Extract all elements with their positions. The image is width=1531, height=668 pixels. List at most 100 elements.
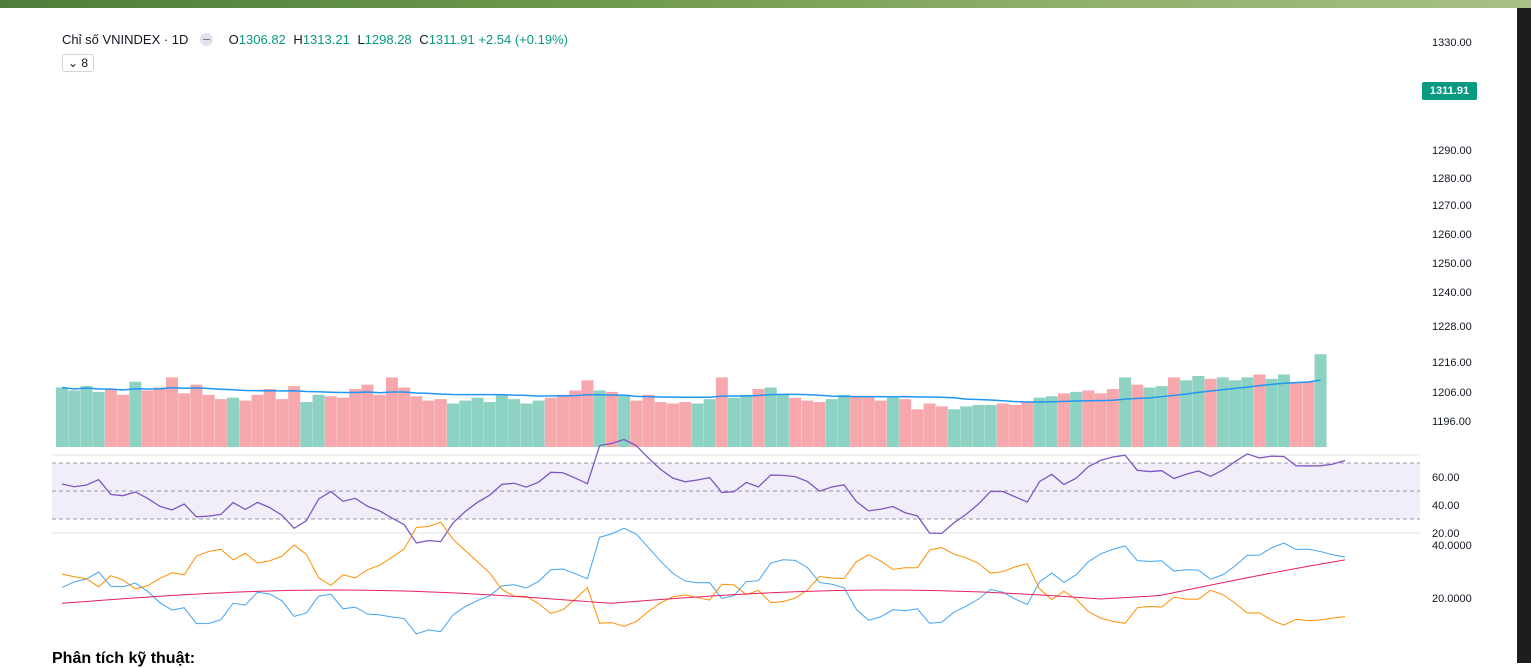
volume-bar	[1070, 391, 1083, 447]
volume-ma-line	[61, 379, 1321, 403]
volume-bar	[1009, 404, 1022, 447]
volume-bar	[1216, 377, 1229, 447]
volume-bar	[776, 394, 789, 447]
volume-bar	[202, 394, 215, 447]
volume-bar	[153, 387, 166, 447]
volume-bar	[825, 399, 838, 447]
volume-bar	[1314, 354, 1327, 447]
price-axis-tick: 1330.00	[1432, 37, 1472, 49]
volume-bar	[1180, 380, 1193, 447]
volume-bar	[1241, 377, 1254, 447]
di-minus-line	[61, 521, 1346, 627]
indicator-count: 8	[81, 56, 89, 70]
volume-bar	[361, 384, 374, 447]
hide-legend-icon[interactable]	[200, 33, 214, 46]
volume-bar	[947, 409, 960, 447]
indicators-toggle-button[interactable]: ⌄ 8	[62, 54, 95, 72]
volume-bar	[483, 402, 496, 447]
open-label: O	[228, 32, 239, 47]
volume-bar	[728, 397, 741, 447]
volume-bar	[1155, 386, 1168, 447]
volume-bar	[801, 400, 814, 447]
volume-bar	[129, 381, 142, 447]
volume-bar	[972, 404, 985, 447]
price-axis-tick: 1216.00	[1432, 357, 1472, 369]
volume-bar	[1045, 396, 1058, 447]
price-axis-tick: 1240.00	[1432, 287, 1472, 299]
volume-bar	[679, 402, 692, 447]
volume-bar	[960, 406, 973, 447]
volume-bar	[385, 377, 398, 447]
adx-axis-tick: 20.0000	[1432, 593, 1472, 605]
volume-bar	[239, 400, 252, 447]
rsi-line	[61, 438, 1346, 544]
di-plus-line	[61, 527, 1346, 635]
volume-bar	[471, 397, 484, 447]
high-label: H	[293, 32, 303, 47]
volume-bar	[703, 399, 716, 447]
price-axis-tick: 1228.00	[1432, 321, 1472, 333]
volume-bar	[581, 380, 594, 447]
volume-bar	[337, 397, 350, 447]
volume-bar	[691, 403, 704, 447]
rsi-axis-tick: 60.00	[1432, 472, 1460, 484]
volume-bar	[935, 406, 948, 447]
price-axis-tick: 1270.00	[1432, 200, 1472, 212]
chevron-down-icon: ⌄	[68, 56, 79, 70]
price-chart[interactable]: 1330.00 1290.00 1280.00 1270.00 1260.00 1250.…	[0, 8, 1517, 663]
open-value: 1306.82	[238, 32, 286, 47]
volume-bar	[227, 397, 240, 447]
volume-bar	[324, 396, 337, 447]
volume-bar	[300, 402, 313, 447]
volume-bar	[923, 403, 936, 447]
volume-bar	[862, 396, 875, 447]
price-axis-tick: 1196.00	[1432, 416, 1471, 428]
volume-bar	[984, 404, 997, 447]
volume-bar	[911, 409, 924, 447]
symbol-title[interactable]: Chỉ số VNINDEX · 1D	[62, 32, 189, 47]
volume-bar	[899, 399, 912, 447]
price-axis-tick: 1290.00	[1432, 145, 1472, 157]
price-axis-tick: 1206.00	[1432, 387, 1472, 399]
volume-bar	[666, 403, 679, 447]
volume-bar	[1290, 383, 1303, 447]
volume-bar	[654, 402, 667, 447]
volume-bar	[312, 394, 325, 447]
volume-bar	[642, 394, 655, 447]
volume-bar	[275, 399, 288, 447]
volume-bar	[434, 399, 447, 447]
rsi-axis-tick: 40.00	[1432, 500, 1460, 512]
volume-bar	[764, 387, 777, 447]
volume-bar	[68, 390, 81, 447]
volume-bar	[459, 400, 472, 447]
volume-bar	[593, 390, 606, 447]
volume-bar	[56, 387, 68, 447]
volume-bar	[1119, 377, 1132, 447]
volume-bar	[752, 389, 765, 447]
volume-bar	[422, 400, 435, 447]
volume-bar	[1204, 378, 1217, 447]
volume-bar	[373, 394, 386, 447]
volume-bar	[263, 389, 276, 447]
volume-bar	[80, 386, 93, 447]
volume-bar	[789, 397, 802, 447]
change-value: +2.54 (+0.19%)	[478, 32, 568, 47]
volume-bar	[1253, 374, 1266, 447]
right-edge	[1517, 8, 1531, 663]
volume-bar	[618, 394, 631, 447]
top-banner	[0, 0, 1531, 8]
volume-bar	[850, 396, 863, 447]
volume-bar	[251, 394, 264, 447]
volume-bar	[1106, 389, 1119, 447]
volume-bar	[104, 389, 117, 447]
volume-bar	[190, 384, 203, 447]
volume-bar	[117, 394, 130, 447]
volume-bar	[838, 394, 851, 447]
volume-bar	[92, 391, 105, 447]
volume-bar	[214, 399, 227, 447]
volume-bar	[1057, 393, 1070, 447]
volume-bar	[349, 389, 362, 447]
price-axis-tick: 1250.00	[1432, 258, 1472, 270]
volume-bar	[178, 393, 191, 447]
volume-bar	[1265, 378, 1278, 447]
